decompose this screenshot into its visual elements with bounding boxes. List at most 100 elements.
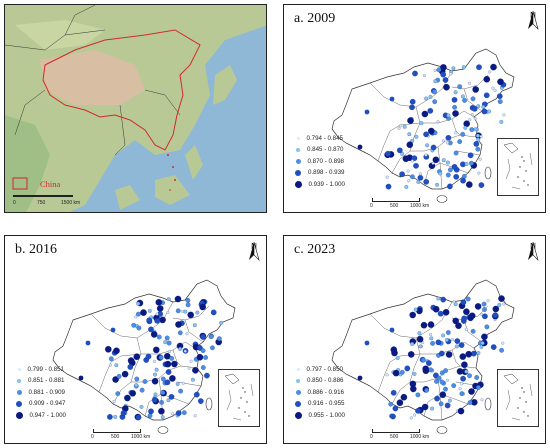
city-point xyxy=(480,398,484,402)
legend-swatch xyxy=(296,368,300,372)
city-point xyxy=(459,353,467,360)
city-point xyxy=(171,360,178,368)
north-arrow: N xyxy=(247,242,261,262)
city-point xyxy=(464,162,469,166)
north-arrow-icon xyxy=(249,242,260,262)
legend-item: 0.850 - 0.886 xyxy=(294,376,345,388)
city-point xyxy=(425,143,430,148)
legend-swatch xyxy=(295,390,301,396)
china-outline xyxy=(42,29,201,151)
city-point xyxy=(463,308,470,315)
city-point xyxy=(479,344,484,349)
city-point xyxy=(492,312,499,319)
hainan-island xyxy=(436,426,448,434)
city-point xyxy=(443,386,448,392)
city-point xyxy=(165,369,172,375)
city-point xyxy=(112,399,116,403)
city-point xyxy=(410,174,415,180)
city-point xyxy=(479,135,483,138)
city-point xyxy=(453,173,460,180)
city-point xyxy=(444,402,451,409)
city-point xyxy=(428,94,433,99)
city-point xyxy=(458,342,465,348)
city-point xyxy=(476,64,482,71)
legend: 0.799 - 0.851 0.851 - 0.881 0.881 - 0.909 0… xyxy=(15,364,66,422)
china-map xyxy=(331,279,515,434)
scale-tick: 500 xyxy=(390,203,399,209)
city-point xyxy=(497,78,504,86)
city-point xyxy=(204,372,210,379)
city-point xyxy=(156,334,162,340)
city-point xyxy=(475,146,481,152)
scale-tick: 1000 km xyxy=(410,203,430,209)
city-point xyxy=(107,414,113,420)
city-point xyxy=(396,399,404,406)
city-point xyxy=(391,349,398,357)
city-point xyxy=(415,407,421,414)
city-point xyxy=(481,333,488,341)
province-boundary xyxy=(130,337,142,383)
province-boundary xyxy=(377,122,421,162)
city-point xyxy=(416,335,424,343)
city-point xyxy=(445,351,453,358)
legend-label: 0.870 - 0.898 xyxy=(307,157,344,165)
city-point xyxy=(140,309,147,316)
legend-swatch xyxy=(17,368,21,372)
inset-map xyxy=(503,142,533,190)
legend-label: 0.881 - 0.909 xyxy=(28,388,65,396)
city-point xyxy=(385,183,392,190)
city-point xyxy=(468,118,472,122)
province-boundary xyxy=(184,319,204,343)
province-boundary xyxy=(136,301,174,339)
city-point xyxy=(441,158,446,163)
city-point xyxy=(410,159,414,163)
city-point xyxy=(116,374,122,379)
province-boundary xyxy=(391,150,411,174)
city-point xyxy=(441,333,446,338)
city-point xyxy=(436,120,440,124)
city-point xyxy=(412,70,418,77)
city-point xyxy=(407,132,412,137)
city-point xyxy=(476,351,481,356)
city-point xyxy=(115,391,121,396)
south-china-sea-inset xyxy=(497,138,539,196)
scale-tick: 1500 km xyxy=(61,200,81,206)
city-point xyxy=(139,404,144,409)
legend-label: 0.851 - 0.881 xyxy=(28,377,65,385)
city-point xyxy=(147,308,152,313)
city-point xyxy=(497,99,503,104)
city-point xyxy=(160,376,166,382)
city-point xyxy=(446,378,449,382)
panel-title: c. 2023 xyxy=(294,242,336,257)
legend-swatch xyxy=(16,390,22,396)
city-point xyxy=(113,414,118,419)
city-point xyxy=(409,98,416,105)
city-point xyxy=(426,360,432,366)
city-point xyxy=(499,119,504,124)
inset-map xyxy=(224,373,254,421)
city-point xyxy=(164,335,170,341)
city-point xyxy=(357,144,363,150)
city-point xyxy=(486,299,490,303)
city-point xyxy=(502,113,506,117)
legend-label: 0.939 - 1.000 xyxy=(308,180,345,188)
city-point xyxy=(163,340,168,345)
city-point xyxy=(413,162,419,169)
legend-item: 0.916 - 0.955 xyxy=(294,399,345,411)
city-point xyxy=(440,64,447,71)
overview-map-panel: China 0 750 1500 km xyxy=(4,4,267,213)
scale-tick: 0 xyxy=(370,203,373,209)
city-point xyxy=(169,356,175,361)
city-point xyxy=(461,361,468,368)
city-point xyxy=(445,134,452,141)
legend-label: 0.955 - 1.000 xyxy=(308,411,345,419)
city-point xyxy=(499,347,504,353)
city-point xyxy=(195,310,200,315)
city-point xyxy=(444,337,449,342)
city-point xyxy=(459,391,465,396)
city-point xyxy=(465,350,472,358)
city-point xyxy=(175,321,182,328)
city-point xyxy=(193,414,197,418)
city-point xyxy=(134,315,138,319)
city-point xyxy=(192,367,199,374)
